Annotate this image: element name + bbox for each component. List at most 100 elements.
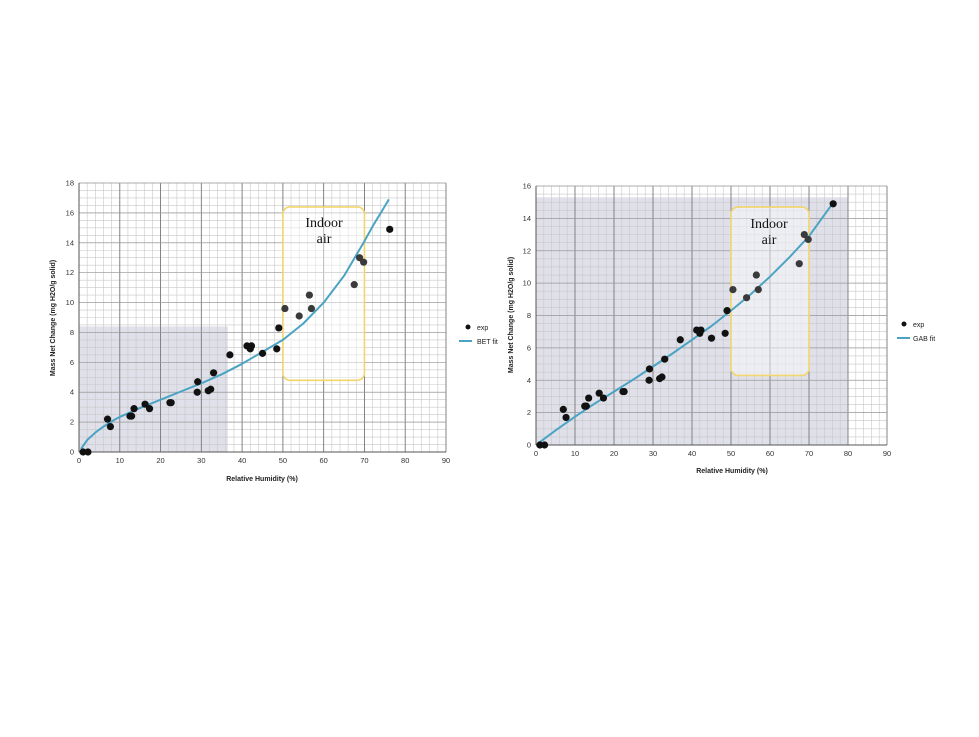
gab-x-tick-label: 0 xyxy=(534,449,538,458)
gab-legend-exp-marker xyxy=(901,321,907,327)
bet-x-tick-label: 20 xyxy=(156,456,164,465)
gab-data-point xyxy=(582,402,590,410)
bet-legend-exp-marker xyxy=(465,324,471,330)
gab-x-tick-label: 10 xyxy=(571,449,579,458)
gab-data-point xyxy=(707,334,716,342)
gab-data-point xyxy=(697,326,705,334)
bet-annotation-line1: Indoor xyxy=(305,216,343,231)
bet-y-tick-label: 12 xyxy=(66,268,74,277)
bet-fit-line xyxy=(80,198,390,450)
bet-legend-exp-label: exp xyxy=(477,325,488,332)
bet-data-point xyxy=(106,422,114,431)
gab-grid-layer xyxy=(535,185,888,446)
gab-data-point xyxy=(676,336,684,344)
gab-y-tick-label: 2 xyxy=(527,408,531,417)
gab-data-point xyxy=(804,235,812,244)
gab-annotation-line2: air xyxy=(762,233,777,248)
bet-data-point xyxy=(103,415,112,423)
bet-data-point xyxy=(281,304,289,313)
gab-x-tick-label: 80 xyxy=(844,449,852,458)
gab-y-tick-label: 4 xyxy=(527,376,531,385)
bet-y-tick-label: 10 xyxy=(66,298,74,307)
bet-data-point xyxy=(84,448,92,456)
gab-y-tick-label: 12 xyxy=(523,246,531,255)
bet-data-point xyxy=(128,412,136,420)
gab-data-point xyxy=(620,387,628,396)
gab-y-tick-label: 16 xyxy=(523,182,531,191)
gab-annotation-line1: Indoor xyxy=(750,217,788,232)
gab-x-tick-label: 20 xyxy=(610,449,618,458)
bet-data-point xyxy=(350,281,358,289)
bet-data-point xyxy=(258,349,267,357)
gab-y-tick-label: 14 xyxy=(523,214,531,223)
bet-data-point xyxy=(307,304,316,313)
bet-x-tick-label: 60 xyxy=(319,456,327,465)
gab-x-tick-label: 30 xyxy=(649,449,657,458)
bet-y-tick-label: 2 xyxy=(70,418,74,427)
gab-data-point xyxy=(645,365,654,373)
bet-data-point xyxy=(167,399,175,407)
bet-x-tick-label: 10 xyxy=(116,456,124,465)
bet-fit-layer xyxy=(80,198,390,450)
bet-y-tick-label: 18 xyxy=(66,179,74,188)
bet-y-tick-label: 16 xyxy=(66,208,74,217)
gab-data-point xyxy=(795,260,803,268)
gab-points-layer xyxy=(536,200,837,449)
bet-y-axis-label: Mass Net Change (mg H2O/g solid) xyxy=(50,260,57,376)
bet-x-tick-label: 30 xyxy=(197,456,205,465)
bet-x-tick-label: 50 xyxy=(279,456,287,465)
gab-data-point xyxy=(800,230,808,239)
bet-x-tick-label: 80 xyxy=(401,456,409,465)
bet-x-tick-label: 40 xyxy=(238,456,246,465)
bet-points-layer xyxy=(79,225,394,456)
gab-data-point xyxy=(595,389,603,397)
bet-data-point xyxy=(247,342,256,350)
bet-data-point xyxy=(386,225,394,233)
gab-fit-line xyxy=(537,203,834,445)
bet-data-point xyxy=(295,312,303,320)
gab-data-point xyxy=(658,373,666,381)
gab-data-point xyxy=(559,405,567,413)
gab-data-point xyxy=(562,413,570,422)
bet-y-tick-label: 6 xyxy=(70,358,74,367)
gab-y-tick-label: 0 xyxy=(527,441,531,450)
bet-data-point xyxy=(207,385,215,393)
bet-ticks-layer: 0 10 20 30 40 50 60 70 80 90 0 2 4 6 8 10 12 14 16 18 xyxy=(66,179,451,466)
bet-data-point xyxy=(145,405,154,413)
gab-x-tick-label: 50 xyxy=(727,449,735,458)
bet-data-point xyxy=(193,388,201,396)
bet-data-point xyxy=(275,324,283,332)
gab-legend: exp GAB fit xyxy=(897,321,935,343)
bet-y-tick-label: 0 xyxy=(70,448,74,457)
gab-data-point xyxy=(729,286,737,294)
gab-ticks-layer: 0 10 20 30 40 50 60 70 80 90 0 2 4 6 8 10 12 14 16 xyxy=(523,182,892,459)
bet-data-point xyxy=(305,291,313,299)
bet-legend: exp BET fit xyxy=(459,324,498,346)
bet-data-point xyxy=(226,351,234,359)
gab-y-tick-label: 8 xyxy=(527,311,531,320)
gab-data-point xyxy=(721,329,729,337)
gab-legend-fit-label: GAB fit xyxy=(913,336,935,343)
bet-data-point xyxy=(273,345,281,353)
gab-data-point xyxy=(645,376,653,384)
gab-x-axis-label: Relative Humidity (%) xyxy=(696,468,768,475)
gab-data-point xyxy=(829,200,837,208)
bet-data-point xyxy=(194,378,202,386)
gab-y-tick-label: 6 xyxy=(527,343,531,352)
gab-data-point xyxy=(540,441,549,449)
gab-y-axis-label: Mass Net Change (mg H2O/g solid) xyxy=(508,257,515,373)
gab-data-point xyxy=(599,394,608,402)
bet-data-point xyxy=(209,369,218,377)
bet-data-point xyxy=(141,400,149,408)
gab-x-tick-label: 90 xyxy=(883,449,891,458)
gab-data-point xyxy=(585,394,593,402)
gab-x-tick-label: 40 xyxy=(688,449,696,458)
bet-x-axis-label: Relative Humidity (%) xyxy=(226,476,298,483)
gab-fit-layer xyxy=(537,203,834,445)
bet-legend-fit-label: BET fit xyxy=(477,339,498,346)
bet-y-tick-label: 14 xyxy=(66,238,74,247)
bet-y-tick-label: 4 xyxy=(70,388,74,397)
bet-x-tick-label: 0 xyxy=(77,456,81,465)
